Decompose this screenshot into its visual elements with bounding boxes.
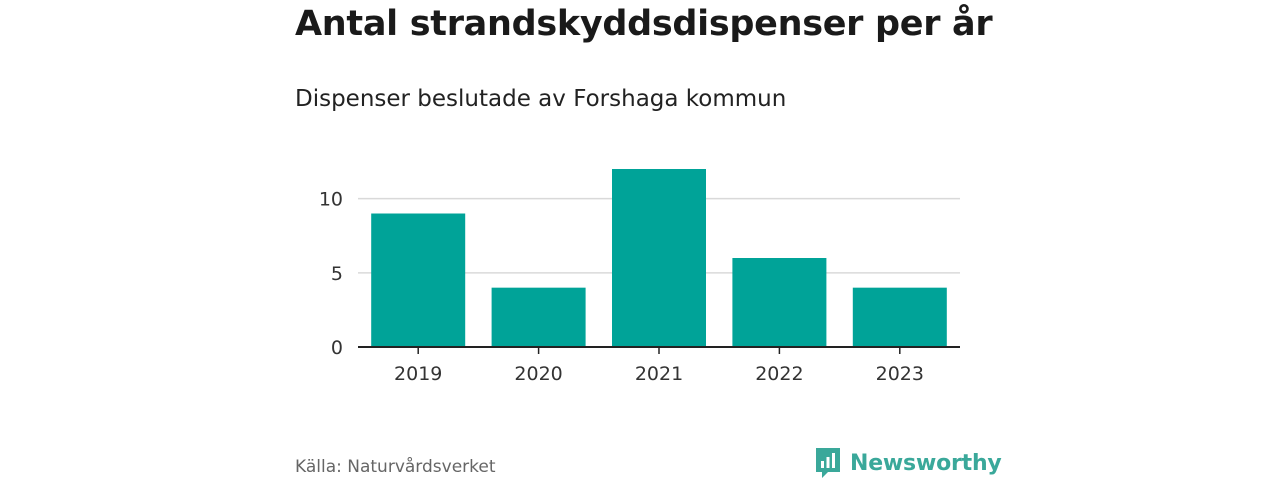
x-tick-label: 2022 xyxy=(755,363,803,385)
bar-2020 xyxy=(491,287,586,347)
y-tick-label: 5 xyxy=(331,263,343,285)
logo-text: Newsworthy xyxy=(850,450,1002,476)
y-tick-label: 0 xyxy=(331,337,343,359)
bar-2019 xyxy=(371,213,466,347)
newsworthy-logo-icon xyxy=(816,448,840,478)
bar-2022 xyxy=(732,258,827,347)
bar-2021 xyxy=(612,169,706,347)
x-tick-label: 2023 xyxy=(876,363,924,385)
x-tick-label: 2019 xyxy=(394,363,442,385)
bar-2023 xyxy=(852,287,947,347)
source-note: Källa: Naturvårdsverket xyxy=(295,457,496,477)
newsworthy-logo: Newsworthy xyxy=(814,446,1002,480)
x-tick-label: 2021 xyxy=(635,363,683,385)
x-tick-label: 2020 xyxy=(514,363,562,385)
chart-subtitle: Dispenser beslutade av Forshaga kommun xyxy=(295,86,787,112)
chart-title: Antal strandskyddsdispenser per år xyxy=(295,4,993,44)
y-tick-label: 10 xyxy=(319,189,343,211)
